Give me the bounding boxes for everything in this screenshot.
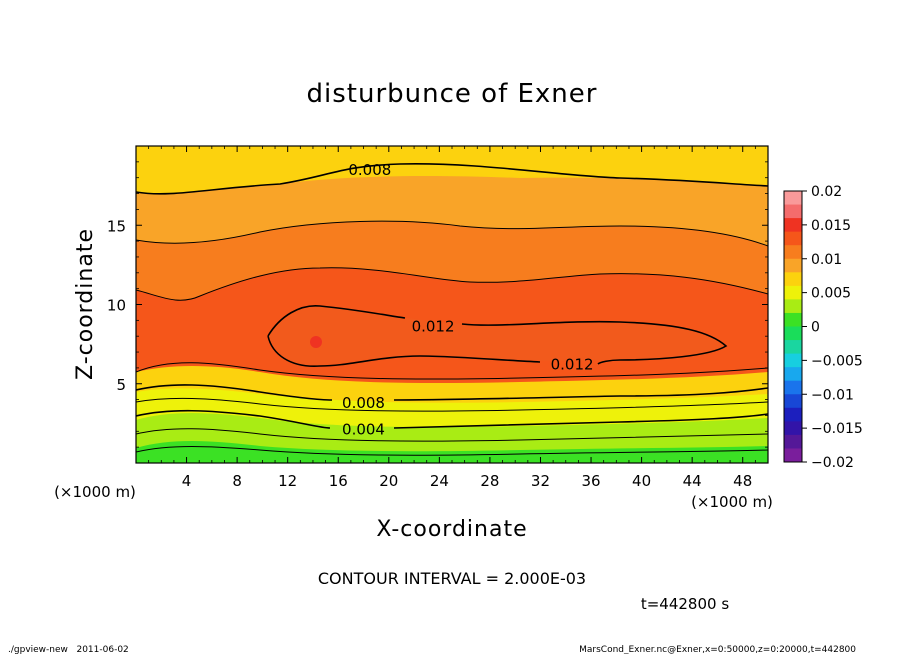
colorbar-band	[784, 326, 802, 341]
colorbar-band	[784, 407, 802, 422]
colorbar-band	[784, 191, 802, 206]
colorbar-tick-label: 0.01	[811, 252, 842, 268]
band-0.014-spot	[310, 336, 322, 348]
x-tick-label: 48	[733, 472, 752, 490]
contour-interval-text: CONTOUR INTERVAL = 2.000E-03	[318, 569, 586, 588]
band-0.000	[136, 441, 768, 463]
x-axis-label: X-coordinate	[376, 517, 527, 542]
contour-line-0.000	[136, 446, 768, 456]
colorbar-band	[784, 434, 802, 449]
contour-line-0.010-top	[136, 220, 768, 247]
x-unit-label-right: (×1000 m)	[691, 493, 773, 511]
x-tick-label: 36	[581, 472, 600, 490]
contour-label: 0.008	[348, 161, 391, 179]
colorbar-tick-label: 0.005	[811, 286, 851, 302]
colorbar-tick-label: −0.005	[811, 353, 863, 369]
y-tick-label: 15	[107, 217, 126, 235]
contour-line-0.004	[136, 409, 768, 429]
contour-label: 0.008	[342, 394, 385, 412]
footer-left: ./gpview-new 2011-06-02	[8, 645, 129, 654]
colorbar-band	[784, 258, 802, 273]
x-tick-label: 12	[278, 472, 297, 490]
colorbar-tick-label: 0	[811, 320, 820, 336]
y-axis-label: Z-coordinate	[73, 228, 98, 380]
colorbar-band	[784, 312, 802, 327]
colorbar-band	[784, 353, 802, 368]
colorbar-band	[784, 272, 802, 287]
colorbar-band	[784, 204, 802, 219]
contour-line-0.008-bot	[136, 384, 768, 401]
colorbar-band	[784, 380, 802, 395]
x-tick-label: 16	[329, 472, 348, 490]
time-label: t=442800 s	[641, 595, 729, 613]
x-tick-label: 4	[182, 472, 192, 490]
contour-line-0.012	[267, 305, 728, 367]
y-tick-label: 10	[107, 297, 126, 315]
colorbar-band	[784, 421, 802, 436]
colorbar-tick-label: −0.01	[811, 387, 854, 403]
colorbar-tick-label: −0.015	[811, 421, 863, 437]
colorbar-tick-label: −0.02	[811, 455, 854, 471]
colorbar-band	[784, 285, 802, 300]
contour-label: 0.012	[551, 356, 594, 374]
contour-lines	[136, 163, 768, 456]
colorbar-tick-label: 0.02	[811, 184, 842, 200]
colorbar-tick-label: 0.015	[811, 218, 851, 234]
contour-line-0.010-left	[136, 267, 768, 301]
x-unit-label-left: (×1000 m)	[54, 483, 136, 501]
y-axis-ticks: 5 10 15	[107, 161, 768, 448]
contour-label: 0.012	[412, 318, 455, 336]
x-tick-label: 8	[232, 472, 242, 490]
x-tick-label: 20	[379, 472, 398, 490]
chart-title: disturbunce of Exner	[307, 79, 598, 109]
y-tick-label: 5	[116, 376, 126, 394]
colorbar-band	[784, 299, 802, 314]
colorbar-band	[784, 448, 802, 463]
colorbar	[784, 191, 802, 463]
x-tick-label: 44	[683, 472, 702, 490]
colorbar-band	[784, 367, 802, 382]
colorbar-band	[784, 245, 802, 260]
contour-line-0.002	[136, 428, 768, 442]
x-tick-label: 28	[480, 472, 499, 490]
contour-line-0.010-bot	[136, 362, 768, 380]
contour-label: 0.004	[342, 421, 385, 439]
colorbar-band	[784, 340, 802, 355]
colorbar-band	[784, 231, 802, 246]
x-tick-label: 40	[632, 472, 651, 490]
contour-line-0.006	[136, 397, 768, 412]
x-tick-label: 32	[531, 472, 550, 490]
band-0.012-core	[268, 305, 726, 367]
colorbar-band	[784, 394, 802, 409]
x-axis-ticks: 4 8 12 16 20 24 28 32 36 40 44 48	[148, 146, 756, 490]
contour-fill-layer: 0.008 0.012 0.012 0.008 0.004	[136, 146, 768, 463]
footer-right: MarsCond_Exner.nc@Exner,x=0:50000,z=0:20…	[579, 645, 856, 654]
contour-labels: 0.008 0.012 0.012 0.008 0.004	[342, 161, 594, 439]
colorbar-ticks: 0.02 0.015 0.01 0.005 0 −0.005 −0.01 −0.015 −0.0…	[802, 184, 863, 471]
contour-line-0.008-top	[136, 163, 768, 195]
colorbar-band	[784, 218, 802, 233]
x-tick-label: 24	[430, 472, 449, 490]
